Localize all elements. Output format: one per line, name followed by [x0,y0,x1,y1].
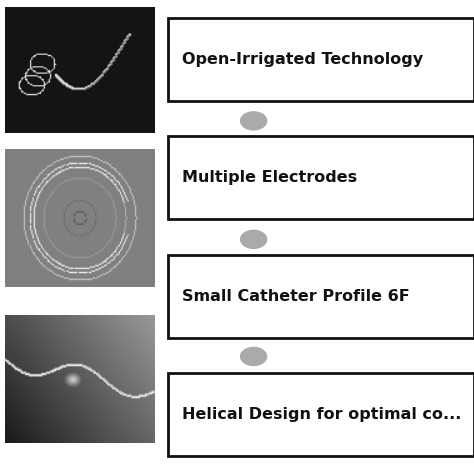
Ellipse shape [240,230,266,248]
Text: Open-Irrigated Technology: Open-Irrigated Technology [182,52,424,67]
FancyBboxPatch shape [168,374,474,456]
Ellipse shape [240,112,266,130]
Ellipse shape [240,347,266,365]
FancyBboxPatch shape [168,255,474,338]
FancyBboxPatch shape [168,18,474,101]
Text: Small Catheter Profile 6F: Small Catheter Profile 6F [182,289,410,304]
FancyBboxPatch shape [168,137,474,219]
Text: Multiple Electrodes: Multiple Electrodes [182,170,357,185]
Text: Helical Design for optimal co...: Helical Design for optimal co... [182,407,462,422]
